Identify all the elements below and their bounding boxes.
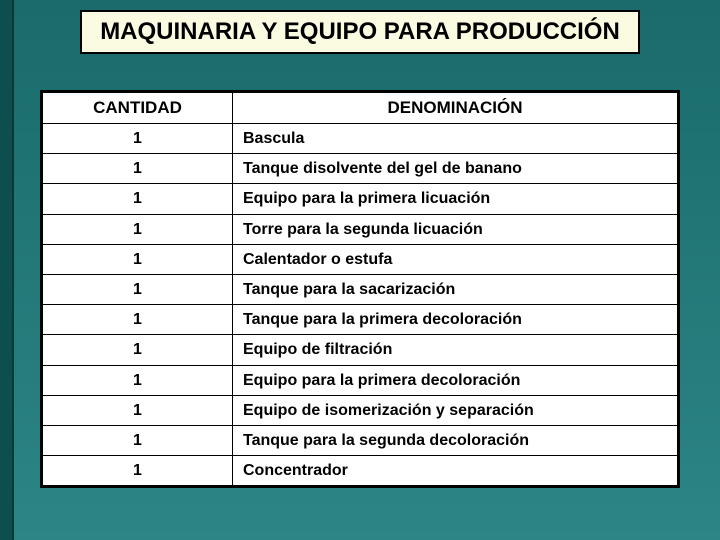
col-header-qty: CANTIDAD bbox=[43, 93, 233, 124]
cell-desc: Equipo para la primera decoloración bbox=[233, 365, 678, 395]
table-row: 1Torre para la segunda licuación bbox=[43, 214, 678, 244]
left-accent-bar bbox=[0, 0, 14, 540]
table-row: 1Tanque para la sacarización bbox=[43, 274, 678, 304]
table-row: 1Tanque disolvente del gel de banano bbox=[43, 154, 678, 184]
cell-desc: Equipo para la primera licuación bbox=[233, 184, 678, 214]
cell-desc: Tanque para la segunda decoloración bbox=[233, 425, 678, 455]
cell-desc: Equipo de isomerización y separación bbox=[233, 395, 678, 425]
cell-qty: 1 bbox=[43, 214, 233, 244]
table-row: 1Equipo para la primera decoloración bbox=[43, 365, 678, 395]
table-row: 1Equipo de filtración bbox=[43, 335, 678, 365]
cell-desc: Calentador o estufa bbox=[233, 244, 678, 274]
equipment-table: CANTIDAD DENOMINACIÓN 1Bascula1Tanque di… bbox=[42, 92, 678, 486]
cell-desc: Equipo de filtración bbox=[233, 335, 678, 365]
cell-desc: Tanque para la sacarización bbox=[233, 274, 678, 304]
cell-qty: 1 bbox=[43, 244, 233, 274]
cell-desc: Torre para la segunda licuación bbox=[233, 214, 678, 244]
table-row: 1Calentador o estufa bbox=[43, 244, 678, 274]
table-row: 1Equipo para la primera licuación bbox=[43, 184, 678, 214]
table-row: 1Equipo de isomerización y separación bbox=[43, 395, 678, 425]
equipment-table-wrap: CANTIDAD DENOMINACIÓN 1Bascula1Tanque di… bbox=[40, 90, 680, 488]
cell-qty: 1 bbox=[43, 365, 233, 395]
cell-qty: 1 bbox=[43, 124, 233, 154]
cell-desc: Tanque disolvente del gel de banano bbox=[233, 154, 678, 184]
cell-qty: 1 bbox=[43, 425, 233, 455]
cell-desc: Tanque para la primera decoloración bbox=[233, 305, 678, 335]
cell-desc: Concentrador bbox=[233, 456, 678, 486]
cell-qty: 1 bbox=[43, 305, 233, 335]
table-header-row: CANTIDAD DENOMINACIÓN bbox=[43, 93, 678, 124]
cell-desc: Bascula bbox=[233, 124, 678, 154]
table-row: 1Tanque para la segunda decoloración bbox=[43, 425, 678, 455]
table-row: 1Concentrador bbox=[43, 456, 678, 486]
title-box: MAQUINARIA Y EQUIPO PARA PRODUCCIÓN bbox=[80, 10, 640, 54]
cell-qty: 1 bbox=[43, 184, 233, 214]
page-title: MAQUINARIA Y EQUIPO PARA PRODUCCIÓN bbox=[92, 18, 628, 46]
cell-qty: 1 bbox=[43, 335, 233, 365]
table-row: 1Tanque para la primera decoloración bbox=[43, 305, 678, 335]
col-header-desc: DENOMINACIÓN bbox=[233, 93, 678, 124]
cell-qty: 1 bbox=[43, 456, 233, 486]
cell-qty: 1 bbox=[43, 395, 233, 425]
cell-qty: 1 bbox=[43, 274, 233, 304]
cell-qty: 1 bbox=[43, 154, 233, 184]
table-row: 1Bascula bbox=[43, 124, 678, 154]
